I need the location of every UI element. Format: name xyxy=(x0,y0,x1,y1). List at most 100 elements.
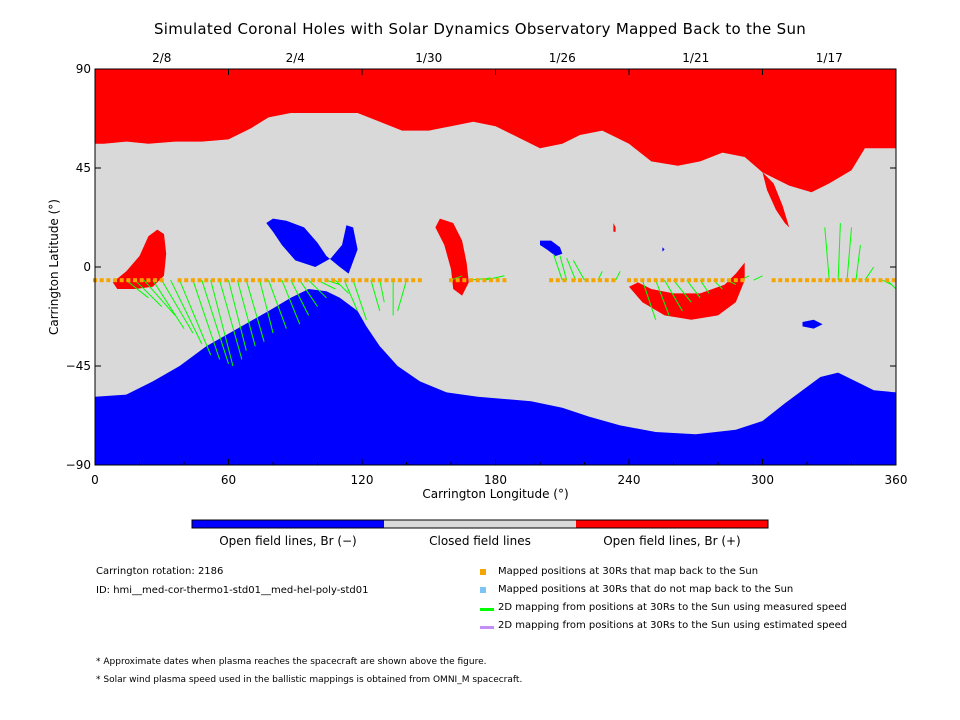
mapping-line xyxy=(699,279,710,294)
mapped-point xyxy=(771,278,776,283)
mapped-point xyxy=(660,278,665,283)
colorbar-negative xyxy=(192,520,384,528)
mapping-line xyxy=(641,280,657,320)
mapped-point xyxy=(891,278,896,283)
date-tick-label: 1/26 xyxy=(549,51,576,65)
mapped-point xyxy=(571,278,576,283)
mapped-point xyxy=(687,278,692,283)
mapping-line xyxy=(134,279,163,307)
mapping-line xyxy=(882,279,892,286)
mapped-point xyxy=(153,278,158,283)
mapped-point xyxy=(584,278,589,283)
legend-label: 2D mapping from positions at 30Rs to the… xyxy=(498,620,848,631)
mapped-point xyxy=(177,278,182,283)
mapped-point xyxy=(469,278,474,283)
colorbar-positive xyxy=(576,520,768,528)
colorbar-label-negative: Open field lines, Br (−) xyxy=(219,534,357,548)
mapped-point xyxy=(397,278,402,283)
mapped-point xyxy=(277,278,282,283)
chart-title: Simulated Coronal Holes with Solar Dynam… xyxy=(153,20,807,38)
mapped-point xyxy=(555,278,560,283)
mapped-point xyxy=(578,278,583,283)
mapping-line xyxy=(824,227,830,281)
mapped-point xyxy=(871,278,876,283)
mapped-point xyxy=(106,278,111,283)
legend-label: Mapped positions at 30Rs that map back t… xyxy=(498,566,759,577)
mapped-point xyxy=(331,278,336,283)
mapped-point xyxy=(627,278,631,283)
footnote: * Solar wind plasma speed used in the ba… xyxy=(96,675,523,685)
mapped-point xyxy=(798,278,803,283)
date-tick-label: 2/8 xyxy=(152,51,171,65)
mapped-point xyxy=(113,278,118,283)
x-tick-label: 60 xyxy=(221,473,236,487)
mapped-point xyxy=(604,278,609,283)
mapping-line xyxy=(125,279,149,299)
mapped-point xyxy=(611,278,616,283)
mapped-point xyxy=(475,278,480,283)
mapped-point xyxy=(733,278,738,283)
mapped-point xyxy=(502,278,507,283)
mapped-point xyxy=(119,278,124,283)
mapped-point xyxy=(417,278,422,283)
mapped-point xyxy=(264,278,269,283)
mapping-line xyxy=(673,279,692,303)
mapped-point xyxy=(591,278,596,283)
mapping-line xyxy=(152,279,185,329)
mapped-point xyxy=(838,278,843,283)
mapping-line xyxy=(179,280,212,356)
mapped-point xyxy=(680,278,685,283)
mapped-point xyxy=(449,278,453,283)
mapped-point xyxy=(653,278,658,283)
footnote: * Approximate dates when plasma reaches … xyxy=(96,657,487,667)
mapped-point xyxy=(197,278,202,283)
mapping-line xyxy=(281,280,301,325)
mapping-line xyxy=(143,279,176,316)
negative-coronal-hole xyxy=(662,247,665,252)
mapping-line xyxy=(566,258,577,281)
mapped-point xyxy=(489,278,494,283)
mapped-point xyxy=(391,278,396,283)
mapping-line xyxy=(484,275,505,281)
mapped-point xyxy=(740,278,745,283)
mapped-point xyxy=(825,278,830,283)
x-tick-label: 300 xyxy=(751,473,774,487)
mapped-point xyxy=(878,278,883,283)
mapping-line xyxy=(552,253,563,281)
mapped-point xyxy=(865,278,870,283)
mapped-point xyxy=(778,278,783,283)
mapped-point xyxy=(784,278,789,283)
date-tick-label: 1/21 xyxy=(682,51,709,65)
mapping-line xyxy=(308,279,327,299)
mapped-point xyxy=(237,278,242,283)
mapping-line xyxy=(259,280,274,334)
mapped-point xyxy=(139,278,144,283)
y-tick-label: −45 xyxy=(66,359,91,373)
x-tick-label: 120 xyxy=(351,473,374,487)
mapping-line xyxy=(686,279,701,299)
mapped-point xyxy=(357,278,362,283)
mapping-line xyxy=(664,279,683,312)
mapped-point xyxy=(377,278,382,283)
mapping-line xyxy=(559,255,568,281)
mapping-line xyxy=(352,280,367,320)
mapped-point xyxy=(633,278,638,283)
positive-coronal-hole xyxy=(613,223,616,232)
mapping-line xyxy=(655,280,670,316)
mapping-line xyxy=(201,280,229,364)
green-line-icon xyxy=(480,608,494,611)
mapped-point xyxy=(244,278,249,283)
mapped-point xyxy=(700,278,705,283)
mapped-point xyxy=(210,278,215,283)
mapping-line xyxy=(192,280,221,360)
mapped-point xyxy=(693,278,698,283)
date-tick-label: 1/17 xyxy=(816,51,843,65)
mapping-line xyxy=(397,280,407,312)
mapping-line xyxy=(855,244,861,281)
light-blue-square-icon xyxy=(480,587,486,593)
mapped-point xyxy=(598,278,603,283)
mapped-point xyxy=(217,278,222,283)
mapped-point xyxy=(404,278,409,283)
y-tick-label: 90 xyxy=(76,62,91,76)
mapped-point xyxy=(455,278,460,283)
